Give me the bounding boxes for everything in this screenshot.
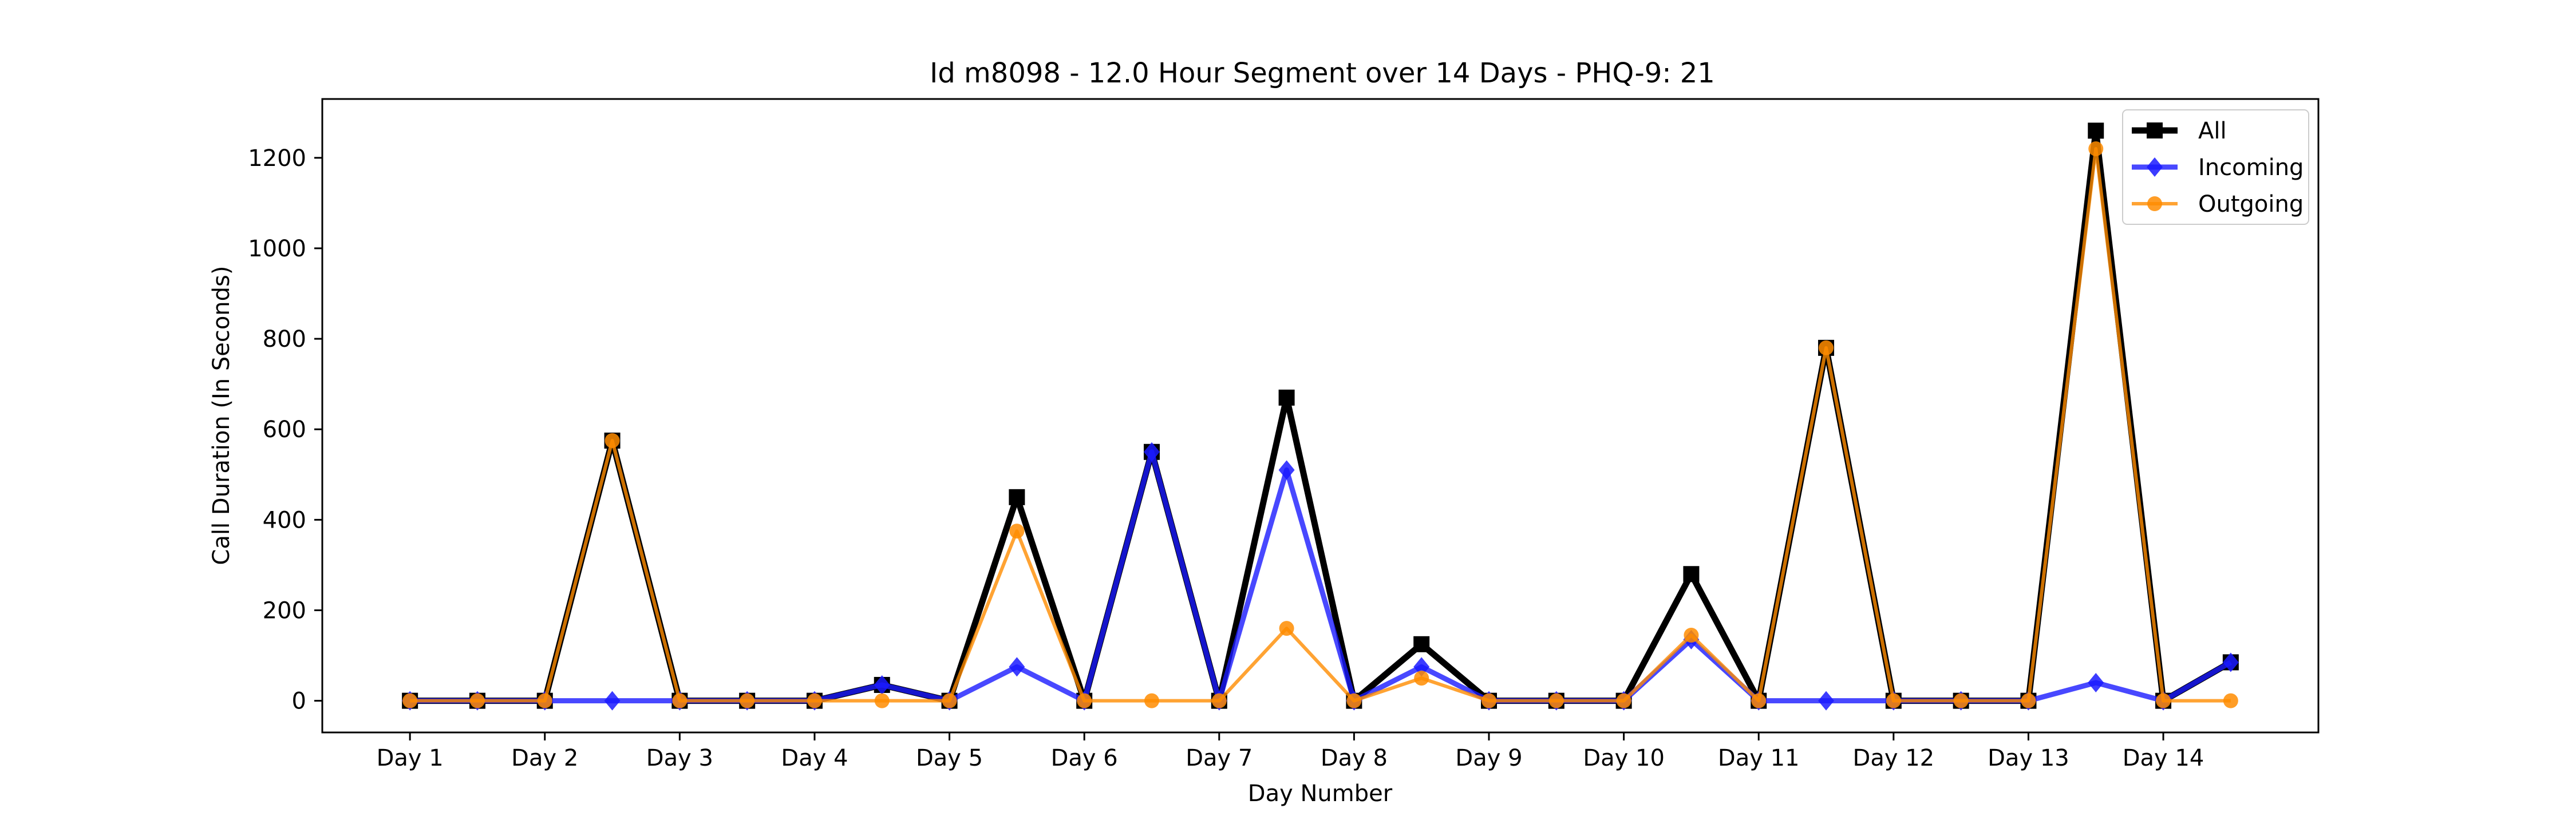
data-point-incoming <box>1413 657 1430 677</box>
data-point-outgoing <box>672 693 688 708</box>
data-point-outgoing <box>2021 693 2036 708</box>
legend-item-incoming: Incoming <box>2132 154 2304 181</box>
data-point-all <box>1278 389 1295 406</box>
data-point-outgoing <box>1481 693 1497 708</box>
data-point-incoming <box>1009 657 1025 677</box>
y-tick-label: 200 <box>263 598 306 624</box>
data-point-outgoing <box>1548 693 1564 708</box>
y-tick-label: 800 <box>263 326 306 352</box>
data-point-outgoing <box>874 693 890 708</box>
data-point-outgoing <box>807 693 822 708</box>
series-line-all <box>410 127 2233 704</box>
x-tick-label: Day 13 <box>1988 745 2069 771</box>
legend-label: Outgoing <box>2198 191 2304 217</box>
y-tick-label: 600 <box>263 417 306 443</box>
x-tick-label: Day 14 <box>2123 745 2204 771</box>
x-tick-label: Day 1 <box>377 745 444 771</box>
series-layer <box>402 122 2239 711</box>
x-tick-label: Day 10 <box>1583 745 1665 771</box>
x-tick-label: Day 4 <box>781 745 848 771</box>
x-tick-label: Day 11 <box>1718 745 1800 771</box>
data-point-outgoing <box>1819 340 1834 355</box>
legend-item-all: All <box>2132 118 2227 144</box>
legend-swatch-marker <box>2147 196 2162 211</box>
x-tick-label: Day 5 <box>916 745 983 771</box>
series-outgoing <box>402 141 2238 708</box>
data-point-outgoing <box>1077 693 1092 708</box>
series-all <box>402 122 2239 709</box>
data-point-incoming <box>2088 673 2104 693</box>
legend-label: All <box>2198 118 2227 144</box>
legend-label: Incoming <box>2198 154 2304 181</box>
data-point-outgoing <box>740 693 755 708</box>
x-tick-label: Day 9 <box>1455 745 1522 771</box>
data-point-incoming <box>1278 460 1295 480</box>
data-point-outgoing <box>1616 693 1631 708</box>
y-axis-label: Call Duration (In Seconds) <box>208 266 235 565</box>
x-tick-label: Day 3 <box>646 745 713 771</box>
y-tick-label: 0 <box>292 688 306 715</box>
data-point-outgoing <box>1346 693 1362 708</box>
data-point-outgoing <box>1279 621 1294 636</box>
data-point-outgoing <box>1144 693 1159 708</box>
data-point-outgoing <box>1751 693 1767 708</box>
x-axis: Day 1 Day 2 Day 3 Day 4 Day 5 Day 6 Day 7 Day 8… <box>377 732 2204 771</box>
data-point-outgoing <box>537 693 552 708</box>
data-point-outgoing <box>2088 141 2104 156</box>
data-point-outgoing <box>2156 693 2171 708</box>
data-point-outgoing <box>1009 524 1025 539</box>
data-point-all <box>1009 489 1025 505</box>
data-point-outgoing <box>1211 693 1227 708</box>
data-point-outgoing <box>2223 693 2238 708</box>
legend-box <box>2122 109 2309 225</box>
x-tick-label: Day 12 <box>1853 745 1935 771</box>
chart-title: Id m8098 - 12.0 Hour Segment over 14 Day… <box>930 57 1715 89</box>
x-tick-label: Day 8 <box>1321 745 1388 771</box>
data-point-all <box>1683 566 1700 583</box>
data-point-outgoing <box>1414 671 1429 686</box>
y-tick-label: 1000 <box>248 236 306 262</box>
data-point-incoming <box>1818 691 1835 711</box>
legend-item-outgoing: Outgoing <box>2132 191 2304 217</box>
y-tick-label: 400 <box>263 507 306 533</box>
data-point-outgoing <box>1684 627 1699 643</box>
legend-swatch-marker <box>2147 157 2163 177</box>
data-point-outgoing <box>402 693 418 708</box>
data-point-incoming <box>874 675 890 695</box>
legend: All Incoming Outgoing <box>2122 109 2309 225</box>
x-tick-label: Day 7 <box>1186 745 1253 771</box>
plot-area <box>321 98 2320 734</box>
data-point-all <box>1413 636 1430 652</box>
x-tick-label: Day 2 <box>511 745 578 771</box>
data-point-outgoing <box>1953 693 1969 708</box>
data-point-incoming <box>604 691 621 711</box>
data-point-outgoing <box>469 693 485 708</box>
data-point-outgoing <box>1886 693 1901 708</box>
x-axis-label: Day Number <box>1248 781 1393 807</box>
data-point-incoming <box>2222 652 2239 672</box>
y-axis: 0 200 400 600 800 1000 1200 <box>248 145 322 715</box>
legend-swatch-marker <box>2147 122 2163 138</box>
series-incoming <box>402 442 2239 711</box>
series-line-outgoing <box>410 146 2231 703</box>
data-point-incoming <box>1143 442 1160 462</box>
data-point-outgoing <box>605 433 620 448</box>
y-tick-label: 1200 <box>248 145 306 172</box>
x-tick-label: Day 6 <box>1051 745 1118 771</box>
data-point-outgoing <box>942 693 957 708</box>
data-point-all <box>2088 122 2104 139</box>
